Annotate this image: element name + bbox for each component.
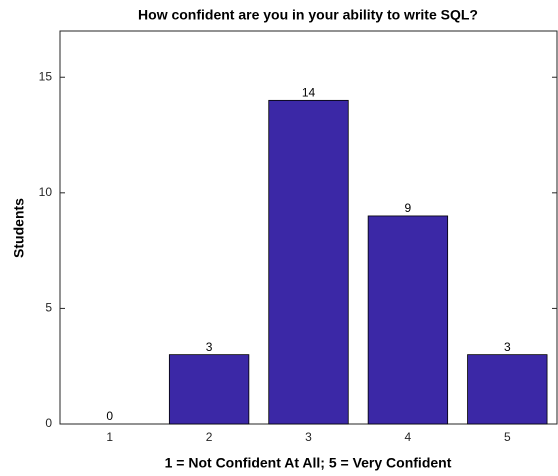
data-label: 14 [302,86,316,100]
y-tick-label: 15 [39,69,53,83]
data-label: 3 [206,340,213,354]
x-tick-label: 2 [206,430,213,444]
bar [467,354,548,425]
y-tick-label: 10 [39,185,53,199]
y-tick-label: 5 [45,301,52,315]
x-tick-label: 5 [504,430,511,444]
x-tick-label: 4 [405,430,412,444]
data-label: 0 [106,409,113,423]
y-axis-label: Students [11,198,27,258]
data-label: 9 [405,201,412,215]
x-tick-label: 1 [106,430,113,444]
x-axis-label: 1 = Not Confident At All; 5 = Very Confi… [165,455,452,471]
chart-title: How confident are you in your ability to… [138,7,478,23]
y-tick-label: 0 [45,416,52,430]
x-tick-label: 3 [305,430,312,444]
data-label: 3 [504,340,511,354]
bar [268,99,349,425]
bar [168,354,250,425]
bar [367,215,449,425]
